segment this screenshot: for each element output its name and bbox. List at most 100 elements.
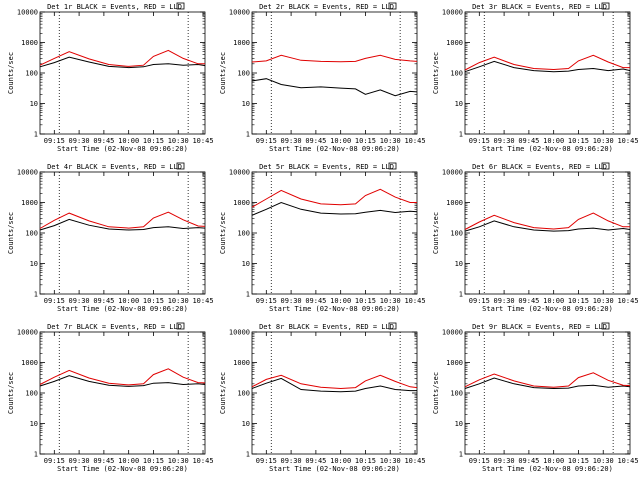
panel-det-9: Det 9r BLACK = Events, RED = LLD 1 10 100 10… (432, 322, 639, 473)
events-series-line (39, 375, 206, 387)
plot-frame (251, 11, 418, 135)
x-tick-label: 10:45 (617, 457, 638, 465)
y-tick-label: 1000 (446, 199, 463, 207)
y-tick-label: 1 (246, 451, 250, 459)
x-tick-label: 09:15 (44, 297, 65, 305)
lld-series-line (251, 374, 418, 390)
x-tick-label: 09:45 (518, 137, 539, 145)
y-tick-label: 10 (242, 420, 250, 428)
x-tick-label: 10:00 (330, 137, 351, 145)
x-axis-label: Start Time (02-Nov-08 09:06:20) (57, 465, 188, 473)
events-series-line (251, 377, 417, 393)
y-tick-label: 10000 (229, 329, 250, 337)
y-tick-label: 1 (34, 451, 38, 459)
y-axis-label: Counts/sec (432, 52, 440, 94)
x-tick-label: 10:15 (568, 137, 589, 145)
panel-det-1: Det 1r BLACK = Events, RED = LLD 1 10 100 10… (7, 2, 214, 153)
y-tick-label: 1000 (21, 39, 38, 47)
x-tick-label: 09:15 (256, 457, 277, 465)
y-tick-label: 1 (246, 291, 250, 299)
y-axis-label: Counts/sec (432, 372, 440, 414)
y-tick-label: 1000 (21, 199, 38, 207)
x-tick-label: 09:45 (93, 457, 114, 465)
events-series-line (39, 56, 206, 69)
panel-det-5: Det 5r BLACK = Events, RED = LLD 1 10 100 10… (219, 162, 426, 313)
x-tick-label: 09:30 (281, 137, 302, 145)
x-tick-label: 10:15 (355, 137, 376, 145)
y-tick-label: 1 (34, 131, 38, 139)
x-tick-label: 10:45 (192, 137, 213, 145)
x-tick-label: 09:45 (518, 457, 539, 465)
x-tick-label: 10:15 (355, 297, 376, 305)
lld-series-line (464, 372, 631, 388)
x-axis-label: Start Time (02-Nov-08 09:06:20) (482, 305, 613, 313)
legend-box (388, 162, 397, 170)
x-tick-label: 09:45 (305, 457, 326, 465)
y-tick-label: 10 (30, 420, 38, 428)
x-tick-label: 10:00 (330, 457, 351, 465)
legend-box (388, 2, 397, 10)
plot-frame (464, 331, 631, 455)
x-tick-label: 09:45 (518, 297, 539, 305)
y-tick-label: 1 (34, 291, 38, 299)
x-tick-label: 09:30 (281, 297, 302, 305)
panel-det-3: Det 3r BLACK = Events, RED = LLD 1 10 100 10… (432, 2, 639, 153)
x-axis-label: Start Time (02-Nov-08 09:06:20) (269, 465, 400, 473)
y-tick-label: 1000 (446, 39, 463, 47)
y-tick-label: 10 (455, 420, 463, 428)
x-tick-label: 10:00 (543, 137, 564, 145)
x-tick-label: 10:30 (380, 137, 401, 145)
x-tick-label: 09:45 (305, 297, 326, 305)
x-tick-label: 10:45 (404, 137, 425, 145)
x-tick-label: 09:15 (469, 457, 490, 465)
x-tick-label: 09:30 (494, 137, 515, 145)
panel-title: Det 3r BLACK = Events, RED = LLD (472, 3, 607, 11)
legend-box (176, 322, 185, 330)
x-tick-label: 10:30 (168, 137, 189, 145)
plot-frame (464, 171, 631, 295)
x-axis-label: Start Time (02-Nov-08 09:06:20) (482, 465, 613, 473)
plot-frame (39, 11, 206, 135)
events-series-line (251, 78, 418, 97)
legend-box (601, 322, 610, 330)
y-tick-label: 100 (25, 230, 38, 238)
x-tick-label: 09:15 (256, 137, 277, 145)
panel-title: Det 6r BLACK = Events, RED = LLD (472, 163, 607, 171)
panel-det-8: Det 8r BLACK = Events, RED = LLD 1 10 100 10… (219, 322, 426, 473)
x-tick-label: 09:30 (69, 457, 90, 465)
panel-det-4: Det 4r BLACK = Events, RED = LLD 1 10 100 10… (7, 162, 214, 313)
x-tick-label: 10:15 (355, 457, 376, 465)
plot-frame (464, 11, 631, 135)
x-tick-label: 09:30 (69, 137, 90, 145)
y-tick-label: 100 (237, 390, 250, 398)
events-series-line (251, 201, 418, 216)
y-axis-label: Counts/sec (7, 212, 15, 254)
y-tick-label: 10 (30, 260, 38, 268)
x-tick-label: 10:45 (192, 297, 213, 305)
x-tick-label: 10:00 (543, 457, 564, 465)
y-tick-label: 100 (237, 230, 250, 238)
x-tick-label: 10:30 (593, 297, 614, 305)
y-tick-label: 10000 (17, 9, 38, 17)
y-tick-label: 1000 (233, 39, 250, 47)
x-tick-label: 10:30 (593, 137, 614, 145)
y-tick-label: 10 (242, 260, 250, 268)
y-axis-label: Counts/sec (219, 212, 227, 254)
lld-series-line (464, 54, 630, 71)
panel-title: Det 2r BLACK = Events, RED = LLD (259, 3, 394, 11)
lld-series-line (251, 188, 417, 208)
panel-title: Det 4r BLACK = Events, RED = LLD (47, 163, 182, 171)
x-tick-label: 09:30 (281, 457, 302, 465)
y-tick-label: 100 (450, 70, 463, 78)
y-tick-label: 10000 (229, 9, 250, 17)
x-tick-label: 09:15 (469, 297, 490, 305)
legend-box (176, 2, 185, 10)
x-tick-label: 09:30 (69, 297, 90, 305)
x-tick-label: 10:00 (118, 137, 139, 145)
x-tick-label: 10:30 (168, 297, 189, 305)
plot-frame (251, 331, 418, 455)
lld-series-line (39, 49, 205, 67)
x-tick-label: 10:30 (380, 297, 401, 305)
x-axis-label: Start Time (02-Nov-08 09:06:20) (269, 305, 400, 313)
